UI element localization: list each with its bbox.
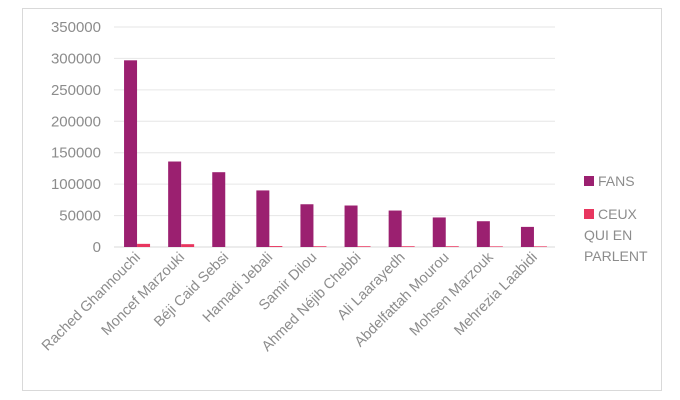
- bar-fans: [300, 204, 314, 247]
- bar-fans: [520, 226, 534, 247]
- y-tick-label: 350000: [51, 19, 101, 36]
- bar-fans: [256, 190, 270, 247]
- bar-fans: [344, 205, 358, 247]
- bar-fans: [212, 172, 226, 247]
- y-tick-label: 250000: [51, 82, 101, 99]
- bar-fans: [388, 210, 402, 247]
- bar-fans: [168, 161, 182, 247]
- bar-fans: [124, 60, 138, 247]
- y-tick-label: 300000: [51, 50, 101, 67]
- bar-ceux-qui-en-parlent: [269, 246, 283, 247]
- bar-fans: [476, 221, 490, 247]
- x-category-label: Mehrezia Laabidi: [451, 250, 540, 339]
- bar-ceux-qui-en-parlent: [533, 246, 547, 247]
- bar-ceux-qui-en-parlent: [313, 246, 327, 247]
- y-tick-label: 50000: [59, 208, 101, 225]
- x-category-label: Moncef Marzouki: [99, 250, 188, 339]
- y-tick-label: 0: [93, 239, 101, 256]
- bar-ceux-qui-en-parlent: [137, 243, 151, 247]
- bar-ceux-qui-en-parlent: [401, 246, 415, 247]
- bar-ceux-qui-en-parlent: [489, 246, 503, 247]
- bars: [124, 60, 547, 247]
- legend-swatch-ceux-qui-en-parlent: [584, 209, 594, 219]
- y-tick-label: 100000: [51, 176, 101, 193]
- y-axis-ticks: 0 50000 100000 150000 200000 250000 300000 3500…: [51, 19, 101, 256]
- legend: FANS CEUX QUI EN PARLENT: [584, 173, 648, 264]
- y-tick-label: 200000: [51, 113, 101, 130]
- legend-label-fans: FANS: [598, 173, 635, 189]
- bar-ceux-qui-en-parlent: [181, 244, 195, 247]
- bar-ceux-qui-en-parlent: [445, 246, 459, 247]
- legend-swatch-fans: [584, 176, 594, 186]
- y-tick-label: 150000: [51, 145, 101, 162]
- bar-ceux-qui-en-parlent: [357, 246, 371, 247]
- legend-label-ceux-qui-en-parlent: CEUX QUI EN PARLENT: [584, 206, 648, 264]
- bar-fans: [432, 217, 446, 247]
